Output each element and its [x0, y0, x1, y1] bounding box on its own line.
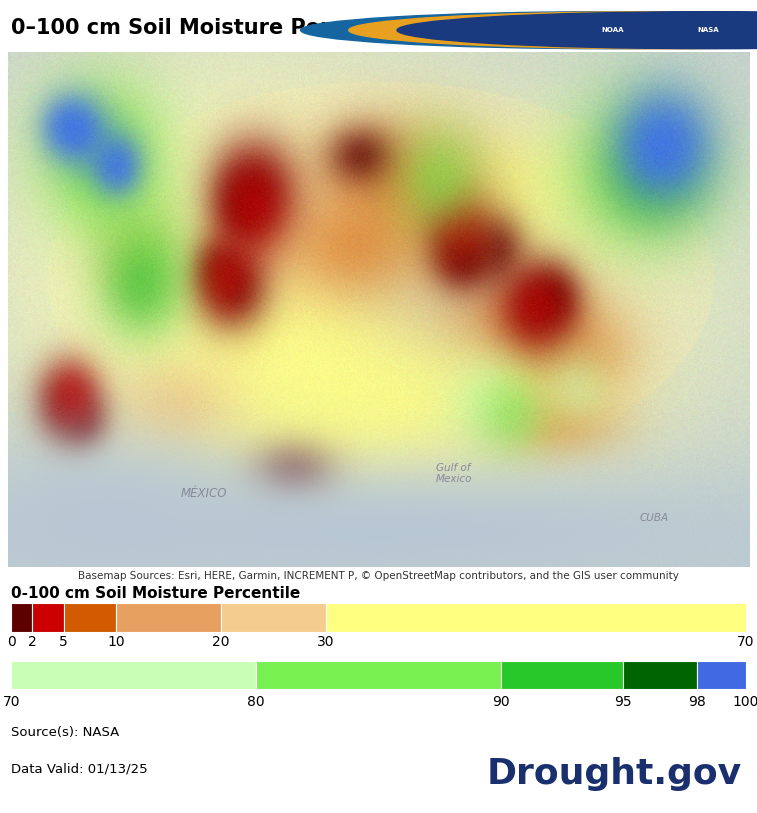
Bar [116, 603, 221, 633]
Text: 100: 100 [733, 694, 757, 709]
Bar [623, 661, 696, 689]
Text: 0-100 cm Soil Moisture Percentile: 0-100 cm Soil Moisture Percentile [11, 585, 301, 601]
Text: 20: 20 [213, 635, 230, 650]
Bar [11, 603, 33, 633]
Text: Basemap Sources: Esri, HERE, Garmin, INCREMENT P, © OpenStreetMap contributors, : Basemap Sources: Esri, HERE, Garmin, INC… [78, 571, 679, 580]
Bar [256, 661, 501, 689]
Circle shape [349, 11, 757, 49]
Text: MÉXICO: MÉXICO [180, 487, 227, 500]
Text: 30: 30 [317, 635, 335, 650]
Bar [696, 661, 746, 689]
Text: Source(s): NASA: Source(s): NASA [11, 726, 120, 739]
Circle shape [397, 11, 757, 49]
Circle shape [301, 11, 757, 49]
Text: 2: 2 [28, 635, 36, 650]
Text: Data Valid: 01/13/25: Data Valid: 01/13/25 [11, 763, 148, 776]
Bar [501, 661, 623, 689]
Text: 95: 95 [615, 694, 632, 709]
Text: 0–100 cm Soil Moisture Percentile: 0–100 cm Soil Moisture Percentile [11, 18, 410, 38]
Text: 0: 0 [7, 635, 16, 650]
Text: 10: 10 [107, 635, 125, 650]
Bar [11, 661, 256, 689]
Bar [221, 603, 326, 633]
Text: 70: 70 [2, 694, 20, 709]
Text: 80: 80 [248, 694, 265, 709]
Text: 98: 98 [688, 694, 706, 709]
Text: Drought.gov: Drought.gov [487, 757, 742, 791]
Text: NIDIS: NIDIS [650, 27, 671, 33]
Text: NOAA: NOAA [601, 27, 624, 33]
Bar [64, 603, 116, 633]
Bar [33, 603, 64, 633]
Text: 90: 90 [492, 694, 509, 709]
Text: CUBA: CUBA [640, 513, 669, 523]
Text: 70: 70 [737, 635, 755, 650]
Text: 5: 5 [59, 635, 68, 650]
Text: NASA: NASA [698, 27, 719, 33]
Text: Gulf of
Mexico: Gulf of Mexico [435, 463, 472, 485]
Bar [326, 603, 746, 633]
